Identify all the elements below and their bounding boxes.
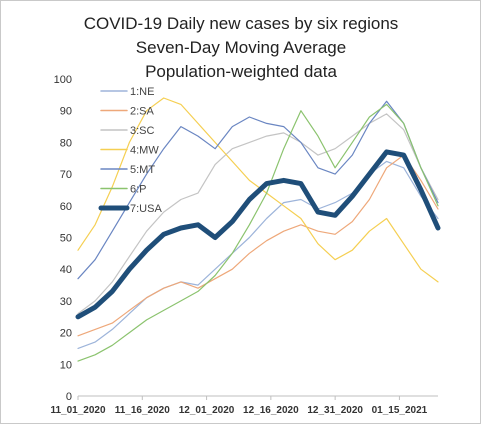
y-tick-label: 50 [60,233,72,245]
axes: 0 10 20 30 40 50 60 70 80 90 100 11_01_2020 11_16_20… [50,74,438,416]
y-tick-label: 60 [60,201,72,213]
x-tick-label: 12_16_2020 [243,405,299,416]
series-line-6 [77,103,439,362]
legend-label-5: 5:MT [130,164,155,176]
legend-label-7: 7:USA [130,203,162,215]
series-lines [75,97,441,362]
legend-label-4: 4:MW [130,145,159,157]
y-tick-label: 100 [54,74,72,86]
y-tick-label: 70 [60,169,72,181]
legend-label-1: 1:NE [130,86,154,98]
x-tick-label: 11_16_2020 [115,405,171,416]
series-line-2 [77,154,439,337]
x-tick-label: 12_01_2020 [179,405,235,416]
y-tick-label: 10 [60,359,72,371]
series-line-4 [77,97,439,283]
series-line-1 [77,160,439,349]
chart-title-line-2: Seven-Day Moving Average [136,38,346,57]
y-tick-label: 20 [60,328,72,340]
series-line-3 [77,113,439,315]
y-tick-label: 80 [60,137,72,149]
y-tick-label: 90 [60,106,72,118]
x-tick-label: 12_31_2020 [307,405,363,416]
legend-label-2: 2:SA [130,106,155,118]
y-tick-label: 40 [60,264,72,276]
legend-label-6: 6:P [130,184,147,196]
legend-label-3: 3:SC [130,125,155,137]
x-tick-label: 01_15_2021 [372,405,428,416]
x-tick-label: 11_01_2020 [50,405,106,416]
chart-title-line-1: COVID-19 Daily new cases by six regions [84,14,399,33]
series-line-5 [77,100,439,280]
series-line-7 [75,149,441,320]
y-tick-label: 30 [60,296,72,308]
legend: 1:NE 2:SA 3:SC 4:MW 5:MT 6:P 7:USA [98,86,162,215]
chart-title-line-3: Population-weighted data [145,62,337,81]
y-tick-label: 0 [66,391,72,403]
